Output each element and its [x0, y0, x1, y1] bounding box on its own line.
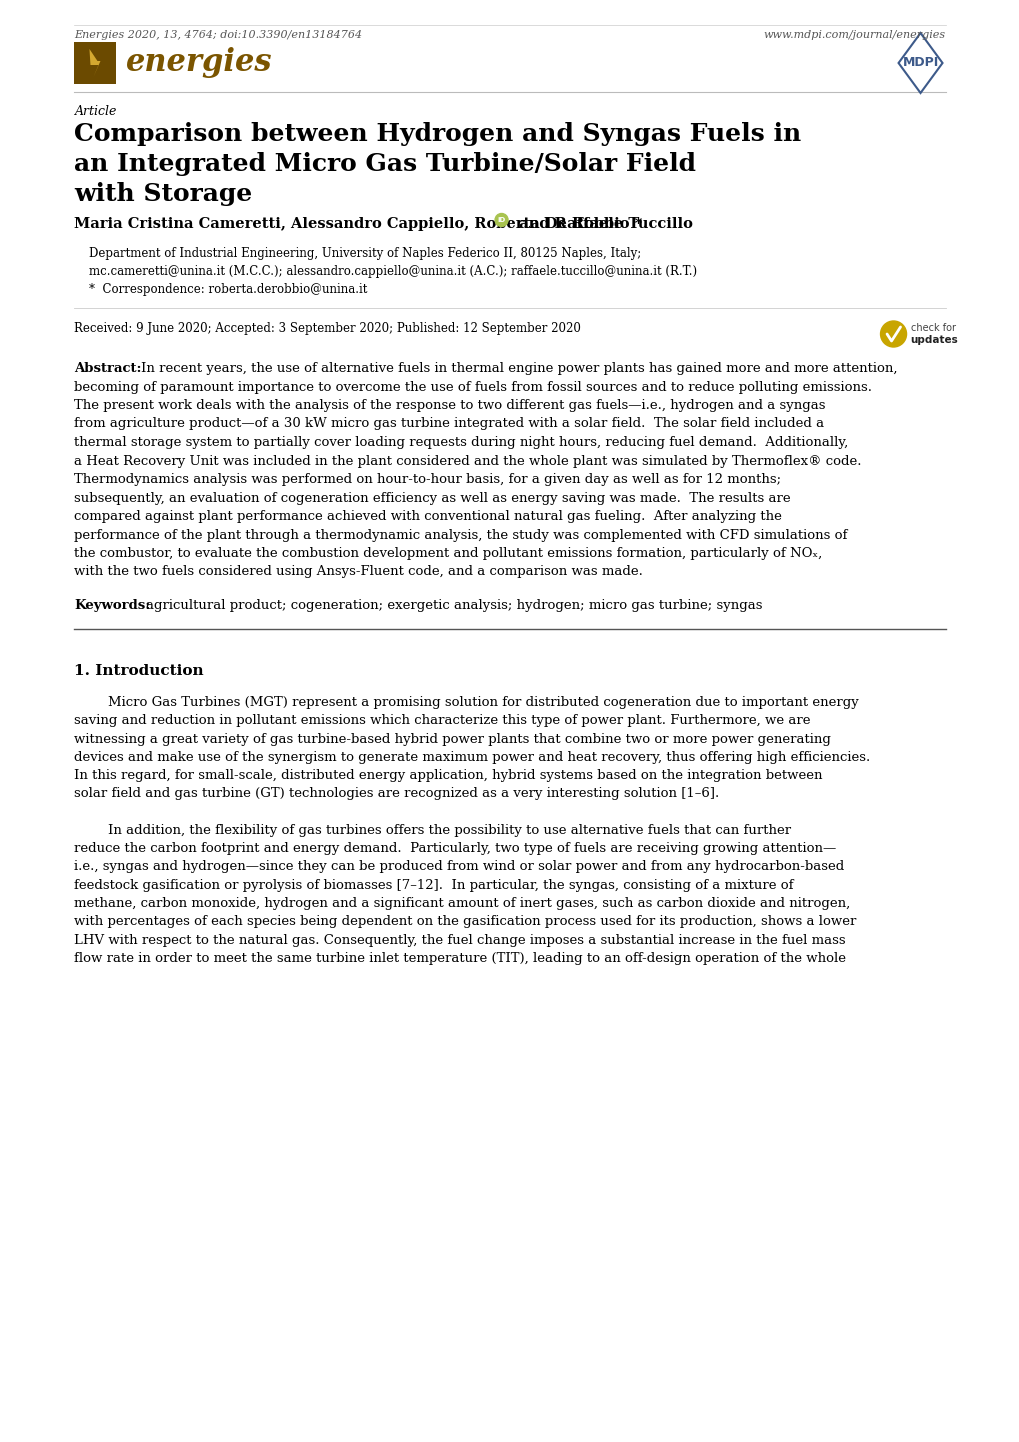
FancyBboxPatch shape	[74, 42, 116, 84]
Text: The present work deals with the analysis of the response to two different gas fu: The present work deals with the analysis…	[74, 399, 825, 412]
Text: with percentages of each species being dependent on the gasification process use: with percentages of each species being d…	[74, 916, 856, 929]
Text: with the two fuels considered using Ansys-Fluent code, and a comparison was made: with the two fuels considered using Ansy…	[74, 565, 643, 578]
Text: subsequently, an evaluation of cogeneration efficiency as well as energy saving : subsequently, an evaluation of cogenerat…	[74, 492, 791, 505]
Text: from agriculture product—of a 30 kW micro gas turbine integrated with a solar fi: from agriculture product—of a 30 kW micr…	[74, 418, 823, 431]
Circle shape	[494, 213, 507, 226]
Text: i.e., syngas and hydrogen—since they can be produced from wind or solar power an: i.e., syngas and hydrogen—since they can…	[74, 861, 844, 874]
Text: devices and make use of the synergism to generate maximum power and heat recover: devices and make use of the synergism to…	[74, 751, 870, 764]
Text: a Heat Recovery Unit was included in the plant considered and the whole plant wa: a Heat Recovery Unit was included in the…	[74, 454, 861, 467]
Text: with Storage: with Storage	[74, 182, 253, 206]
Text: agricultural product; cogeneration; exergetic analysis; hydrogen; micro gas turb: agricultural product; cogeneration; exer…	[147, 598, 762, 611]
Text: MDPI: MDPI	[902, 56, 937, 69]
Text: thermal storage system to partially cover loading requests during night hours, r: thermal storage system to partially cove…	[74, 435, 848, 448]
Text: energies: energies	[126, 48, 273, 78]
Text: Comparison between Hydrogen and Syngas Fuels in: Comparison between Hydrogen and Syngas F…	[74, 123, 801, 146]
Text: In this regard, for small-scale, distributed energy application, hybrid systems : In this regard, for small-scale, distrib…	[74, 769, 822, 782]
Text: saving and reduction in pollutant emissions which characterize this type of powe: saving and reduction in pollutant emissi…	[74, 714, 810, 727]
Text: *  Correspondence: roberta.derobbio@unina.it: * Correspondence: roberta.derobbio@unina…	[90, 283, 368, 296]
Text: Energies 2020, 13, 4764; doi:10.3390/en13184764: Energies 2020, 13, 4764; doi:10.3390/en1…	[74, 30, 362, 40]
Text: solar field and gas turbine (GT) technologies are recognized as a very interesti: solar field and gas turbine (GT) technol…	[74, 787, 719, 800]
Text: Maria Cristina Cameretti, Alessandro Cappiello, Roberta De Robbio *: Maria Cristina Cameretti, Alessandro Cap…	[74, 216, 642, 231]
Text: and Raffaele Tuccillo: and Raffaele Tuccillo	[513, 216, 692, 231]
Text: In addition, the flexibility of gas turbines offers the possibility to use alter: In addition, the flexibility of gas turb…	[74, 823, 791, 836]
Text: In recent years, the use of alternative fuels in thermal engine power plants has: In recent years, the use of alternative …	[142, 362, 897, 375]
Text: Article: Article	[74, 105, 117, 118]
Text: Department of Industrial Engineering, University of Naples Federico II, 80125 Na: Department of Industrial Engineering, Un…	[90, 247, 641, 260]
Text: an Integrated Micro Gas Turbine/Solar Field: an Integrated Micro Gas Turbine/Solar Fi…	[74, 151, 696, 176]
Text: Abstract:: Abstract:	[74, 362, 142, 375]
Text: Keywords:: Keywords:	[74, 598, 151, 611]
Polygon shape	[90, 49, 100, 76]
Text: LHV with respect to the natural gas. Consequently, the fuel change imposes a sub: LHV with respect to the natural gas. Con…	[74, 933, 845, 946]
Text: iD: iD	[497, 216, 505, 224]
Text: updates: updates	[910, 335, 958, 345]
Text: the combustor, to evaluate the combustion development and pollutant emissions fo: the combustor, to evaluate the combustio…	[74, 547, 822, 559]
Text: mc.cameretti@unina.it (M.C.C.); alessandro.cappiello@unina.it (A.C.); raffaele.t: mc.cameretti@unina.it (M.C.C.); alessand…	[90, 265, 697, 278]
Text: Received: 9 June 2020; Accepted: 3 September 2020; Published: 12 September 2020: Received: 9 June 2020; Accepted: 3 Septe…	[74, 322, 581, 335]
Text: witnessing a great variety of gas turbine-based hybrid power plants that combine: witnessing a great variety of gas turbin…	[74, 733, 830, 746]
Text: Micro Gas Turbines (MGT) represent a promising solution for distributed cogenera: Micro Gas Turbines (MGT) represent a pro…	[74, 696, 858, 709]
Text: feedstock gasification or pyrolysis of biomasses [7–12].  In particular, the syn: feedstock gasification or pyrolysis of b…	[74, 878, 793, 891]
Text: www.mdpi.com/journal/energies: www.mdpi.com/journal/energies	[762, 30, 945, 40]
Text: becoming of paramount importance to overcome the use of fuels from fossil source: becoming of paramount importance to over…	[74, 381, 871, 394]
Circle shape	[879, 322, 906, 348]
Text: performance of the plant through a thermodynamic analysis, the study was complem: performance of the plant through a therm…	[74, 529, 847, 542]
Text: check for: check for	[910, 323, 955, 333]
Text: methane, carbon monoxide, hydrogen and a significant amount of inert gases, such: methane, carbon monoxide, hydrogen and a…	[74, 897, 850, 910]
Text: reduce the carbon footprint and energy demand.  Particularly, two type of fuels : reduce the carbon footprint and energy d…	[74, 842, 836, 855]
Text: 1. Introduction: 1. Introduction	[74, 663, 204, 678]
Text: compared against plant performance achieved with conventional natural gas fuelin: compared against plant performance achie…	[74, 510, 782, 523]
Text: Thermodynamics analysis was performed on hour-to-hour basis, for a given day as : Thermodynamics analysis was performed on…	[74, 473, 781, 486]
Text: flow rate in order to meet the same turbine inlet temperature (TIT), leading to : flow rate in order to meet the same turb…	[74, 952, 846, 965]
